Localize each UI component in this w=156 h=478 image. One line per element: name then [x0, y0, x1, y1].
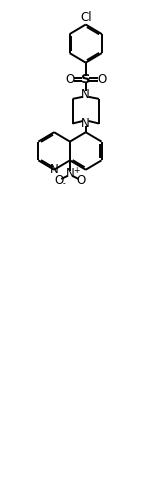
- Text: -: -: [63, 180, 65, 188]
- Text: Cl: Cl: [80, 11, 92, 24]
- Text: +: +: [73, 166, 79, 175]
- Text: N: N: [81, 117, 90, 130]
- Text: O: O: [97, 73, 106, 86]
- Text: N: N: [81, 88, 90, 101]
- Text: N: N: [50, 163, 58, 176]
- Text: S: S: [81, 73, 90, 86]
- Text: O: O: [65, 73, 74, 86]
- Text: O: O: [54, 174, 64, 187]
- Text: N: N: [66, 167, 74, 180]
- Text: O: O: [76, 174, 85, 187]
